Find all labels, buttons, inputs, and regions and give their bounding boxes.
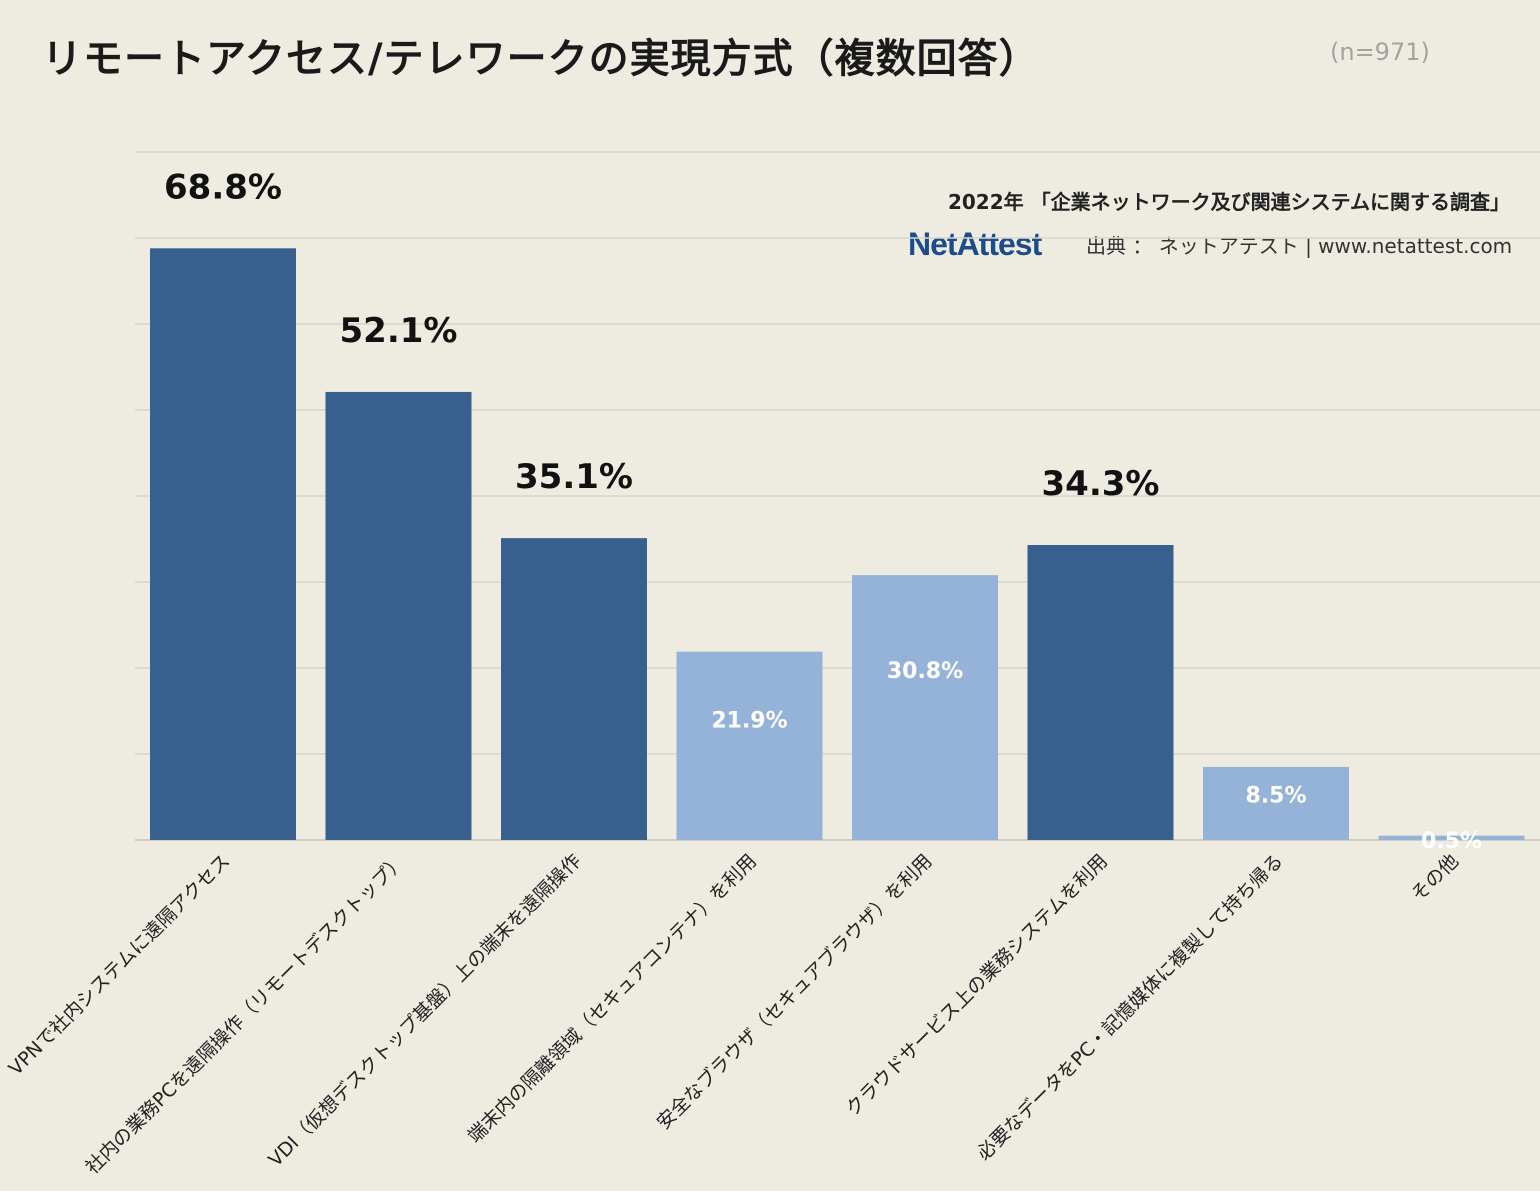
data-label: 35.1% [515,457,633,497]
category-label: 社内の業務PCを遠隔操作（リモートデスクトップ） [81,850,410,1179]
data-label: 21.9% [711,709,787,734]
data-label: 34.3% [1042,464,1160,504]
category-label: その他 [1407,850,1463,906]
category-label: 安全なブラウザ（セキュアブラウザ）を利用 [652,849,937,1134]
bar [1203,766,1349,840]
bar [852,575,998,840]
data-label: 68.8% [164,167,282,207]
category-label: 必要なデータをPC・記憶媒体に複製して持ち帰る [973,850,1288,1165]
bar [1027,545,1174,840]
bar [1378,835,1525,840]
bar [676,651,823,840]
data-label: 30.8% [887,659,963,684]
data-label: 0.5% [1421,829,1482,854]
chart-title: リモートアクセス/テレワークの実現方式（複数回答） [42,36,1040,82]
category-label: 端末内の隔離領域（セキュアコンテナ）を利用 [464,850,761,1147]
bar [325,391,472,840]
sample-size: (n=971) [1330,38,1430,66]
bar [501,538,647,840]
data-label: 52.1% [340,311,458,351]
data-label: 8.5% [1245,783,1306,808]
category-label: VDI（仮想デスクトップ基盤）上の端末を遠隔操作 [264,850,585,1171]
survey-name: 2022年 「企業ネットワーク及び関連システムに関する調査」 [947,190,1510,214]
brand-logo: NetAttest [908,226,1042,262]
bar [150,248,296,840]
